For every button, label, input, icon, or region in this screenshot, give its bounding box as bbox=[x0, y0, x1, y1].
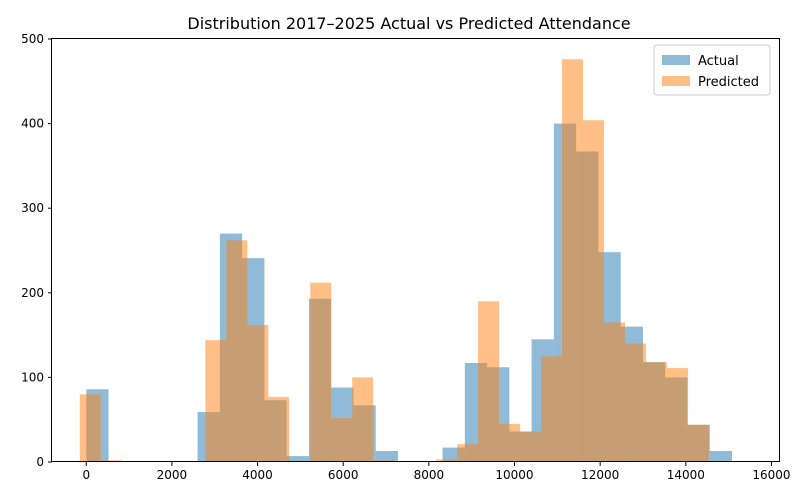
y-tick-label: 300 bbox=[21, 201, 44, 215]
x-tick-label: 14000 bbox=[667, 468, 705, 482]
predicted-bar bbox=[268, 396, 290, 462]
predicted-bar bbox=[352, 377, 374, 462]
predicted-bar bbox=[520, 431, 542, 462]
actual-bar bbox=[709, 451, 733, 462]
y-tick-label: 400 bbox=[21, 117, 44, 131]
y-tick-label: 0 bbox=[36, 455, 44, 469]
plot-frame bbox=[51, 38, 780, 462]
predicted-bar bbox=[583, 120, 604, 462]
predicted-bar bbox=[205, 340, 227, 462]
predicted-bar bbox=[226, 240, 248, 462]
actual-legend-swatch bbox=[662, 55, 690, 65]
x-tick-label: 16000 bbox=[752, 468, 790, 482]
predicted-bar bbox=[645, 362, 667, 462]
actual-legend-label: Actual bbox=[698, 54, 739, 69]
x-tick-label: 2000 bbox=[157, 468, 188, 482]
predicted-bar bbox=[541, 356, 563, 462]
predicted-series bbox=[79, 59, 709, 462]
predicted-bar bbox=[436, 459, 458, 462]
x-tick-label: 0 bbox=[82, 468, 90, 482]
y-axis: 0 100 200 300 400 500 bbox=[21, 32, 52, 469]
x-tick-label: 4000 bbox=[242, 468, 273, 482]
predicted-bar bbox=[562, 59, 584, 462]
x-tick-label: 10000 bbox=[495, 468, 533, 482]
chart-title: Distribution 2017–2025 Actual vs Predict… bbox=[187, 14, 630, 33]
x-tick-label: 8000 bbox=[414, 468, 445, 482]
bars-layer bbox=[79, 59, 755, 462]
y-tick-label: 200 bbox=[21, 286, 44, 300]
x-tick-label: 6000 bbox=[328, 468, 359, 482]
x-axis: 0 2000 4000 6000 8000 10000 12000 14000 16000 bbox=[82, 462, 791, 482]
x-tick-label: 12000 bbox=[581, 468, 619, 482]
predicted-bar bbox=[624, 343, 646, 462]
predicted-bar bbox=[666, 368, 688, 462]
predicted-bar bbox=[499, 423, 521, 462]
predicted-bar bbox=[310, 282, 332, 462]
predicted-bar bbox=[478, 301, 500, 462]
legend: Actual Predicted bbox=[653, 44, 771, 96]
predicted-legend-label: Predicted bbox=[698, 75, 759, 90]
predicted-bar bbox=[687, 424, 709, 462]
predicted-bar bbox=[79, 394, 101, 462]
actual-bar bbox=[286, 456, 309, 462]
predicted-bar bbox=[603, 322, 625, 462]
predicted-bar bbox=[331, 418, 353, 462]
y-tick-label: 100 bbox=[21, 370, 44, 384]
actual-bar bbox=[375, 451, 399, 462]
predicted-bar bbox=[457, 444, 479, 462]
y-tick-label: 500 bbox=[21, 32, 44, 46]
predicted-legend-swatch bbox=[662, 76, 690, 86]
predicted-bar bbox=[247, 324, 269, 462]
